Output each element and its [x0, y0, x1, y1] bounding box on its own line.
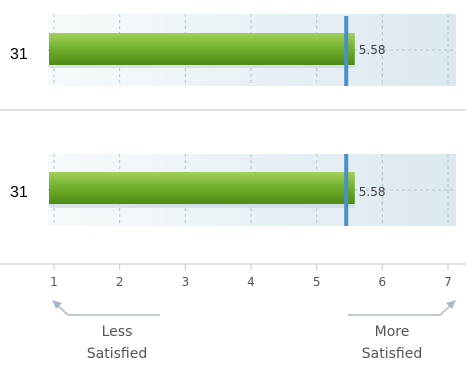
x-axis: 1 2 3 4 5 6 7 — [0, 263, 466, 289]
bar-row-1: 5.58 31 — [10, 14, 456, 86]
tick-label: 5 — [313, 275, 321, 289]
reference-line-2 — [344, 154, 349, 226]
tick-label: 4 — [247, 275, 255, 289]
less-satisfied-label-line2: Satisfied — [87, 346, 147, 362]
axis-ticks: 1 2 3 4 5 6 7 — [50, 264, 452, 289]
category-label-1: 31 — [10, 46, 28, 63]
less-satisfied-label-line1: Less — [102, 324, 133, 340]
more-satisfied-label-line2: Satisfied — [362, 346, 422, 362]
category-label-2: 31 — [10, 184, 28, 201]
tick-label: 7 — [444, 275, 452, 289]
more-satisfied-arrow — [348, 300, 456, 316]
bar-row-2: 5.58 31 — [10, 154, 456, 226]
tick-label: 3 — [182, 275, 190, 289]
value-label-1: 5.58 — [359, 43, 386, 57]
tick-label: 2 — [116, 275, 124, 289]
tick-label: 6 — [379, 275, 387, 289]
bar-1 — [49, 33, 355, 65]
bar-2 — [49, 172, 355, 204]
reference-line-1 — [344, 16, 349, 86]
value-label-2: 5.58 — [359, 185, 386, 199]
tick-label: 1 — [50, 275, 58, 289]
less-satisfied-arrow — [52, 300, 160, 316]
more-satisfied-label-line1: More — [375, 324, 410, 340]
